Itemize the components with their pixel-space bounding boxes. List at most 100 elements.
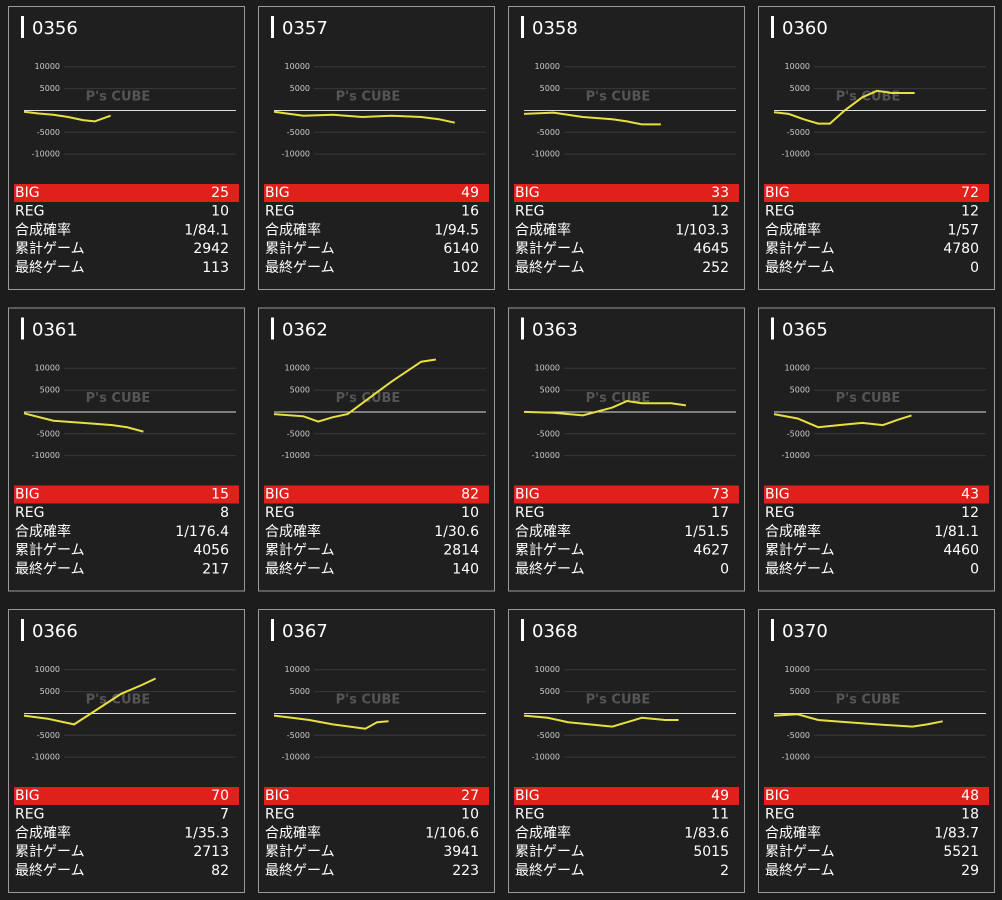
stat-value: 82 <box>211 863 229 879</box>
stat-value: 1/51.5 <box>684 524 729 540</box>
y-tick-label: -5000 <box>37 731 60 740</box>
y-tick-label: -5000 <box>537 128 560 137</box>
stat-label: BIG <box>765 185 790 201</box>
machine-panel: 0361 P's CUBE 10000 5000 -5000 -10000 BIG 15 REG… <box>8 307 245 592</box>
watermark: P's CUBE <box>336 693 401 708</box>
machine-panel: 0365 P's CUBE 10000 5000 -5000 -10000 BIG 43 REG… <box>758 307 995 592</box>
stat-value: 1/103.3 <box>675 222 729 238</box>
data-line <box>273 714 389 730</box>
title-bar <box>521 619 524 641</box>
stat-label: 合成確率 <box>515 824 571 841</box>
stat-label: 累計ゲーム <box>15 543 85 559</box>
stat-value: 5521 <box>943 844 979 860</box>
watermark: P's CUBE <box>586 90 651 105</box>
stat-value: 102 <box>452 260 479 276</box>
stat-value: 10 <box>461 505 479 521</box>
data-line <box>773 413 912 429</box>
stat-label: 最終ゲーム <box>515 561 585 577</box>
stat-label: 合成確率 <box>765 824 821 841</box>
stat-label: BIG <box>515 487 540 503</box>
machine-number: 0368 <box>532 621 578 642</box>
y-tick-label: -5000 <box>787 429 810 438</box>
y-tick-label: -10000 <box>782 451 810 460</box>
y-tick-label: 5000 <box>40 687 60 696</box>
watermark: P's CUBE <box>86 90 151 105</box>
stat-label: 最終ゲーム <box>765 260 835 276</box>
machine-number: 0366 <box>32 621 78 642</box>
y-tick-label: -5000 <box>37 429 60 438</box>
stat-label: REG <box>15 505 44 521</box>
stat-value: 1/57 <box>948 222 979 238</box>
data-line <box>523 714 679 728</box>
stat-label: 最終ゲーム <box>265 863 335 879</box>
stat-value: 10 <box>211 204 229 220</box>
y-tick-label: 10000 <box>785 665 810 674</box>
stat-label: 累計ゲーム <box>15 844 85 860</box>
stat-label: 累計ゲーム <box>515 844 585 860</box>
machine-number: 0356 <box>32 18 78 39</box>
y-tick-label: 10000 <box>535 62 560 71</box>
big-highlight <box>264 787 489 805</box>
y-tick-label: -5000 <box>787 731 810 740</box>
stat-value: 3941 <box>443 844 479 860</box>
stat-value: 29 <box>961 863 979 879</box>
stat-label: 最終ゲーム <box>15 561 85 577</box>
panel-frame <box>758 609 995 893</box>
stat-value: 4056 <box>193 543 229 559</box>
title-bar <box>271 619 274 641</box>
stat-value: 49 <box>461 185 479 201</box>
stat-label: BIG <box>265 487 290 503</box>
y-tick-label: -10000 <box>282 150 310 159</box>
y-tick-label: 5000 <box>290 386 310 395</box>
stat-value: 0 <box>970 260 979 276</box>
stat-value: 48 <box>961 788 979 804</box>
big-highlight <box>514 485 739 504</box>
y-tick-label: 10000 <box>535 364 560 373</box>
machine-panel: 0367 P's CUBE 10000 5000 -5000 -10000 BIG 27 REG… <box>258 609 495 893</box>
stat-label: BIG <box>765 788 790 804</box>
stat-label: 合成確率 <box>765 523 821 540</box>
stat-label: 累計ゲーム <box>265 241 335 257</box>
stat-value: 12 <box>711 204 729 220</box>
stat-label: REG <box>765 204 794 220</box>
stat-label: 合成確率 <box>515 523 571 540</box>
stat-label: REG <box>765 807 794 823</box>
stat-value: 252 <box>702 260 729 276</box>
y-tick-label: -5000 <box>287 128 310 137</box>
stat-label: 累計ゲーム <box>765 844 835 860</box>
y-tick-label: 10000 <box>35 364 60 373</box>
machine-number: 0367 <box>282 621 328 642</box>
stat-label: 最終ゲーム <box>15 863 85 879</box>
title-bar <box>771 16 774 38</box>
stat-label: BIG <box>265 185 290 201</box>
big-highlight <box>14 787 239 805</box>
stat-label: 累計ゲーム <box>515 241 585 257</box>
stat-value: 73 <box>711 487 729 503</box>
title-bar <box>521 317 524 340</box>
stat-label: 合成確率 <box>265 221 321 238</box>
stat-label: REG <box>15 204 44 220</box>
machine-number: 0361 <box>32 320 78 341</box>
stat-value: 16 <box>461 204 479 220</box>
title-bar <box>271 317 274 340</box>
y-tick-label: 5000 <box>540 386 560 395</box>
stat-value: 5015 <box>693 844 729 860</box>
machine-number: 0365 <box>782 320 828 341</box>
stat-value: 27 <box>461 788 479 804</box>
y-tick-label: -10000 <box>532 451 560 460</box>
stat-value: 1/84.1 <box>184 222 229 238</box>
stat-label: REG <box>265 204 294 220</box>
panel-frame <box>258 609 495 893</box>
data-line <box>773 89 915 125</box>
big-highlight <box>764 485 989 504</box>
stat-value: 1/106.6 <box>425 825 479 841</box>
y-tick-label: -5000 <box>287 731 310 740</box>
y-tick-label: -10000 <box>782 150 810 159</box>
watermark: P's CUBE <box>836 391 901 406</box>
y-tick-label: 5000 <box>40 386 60 395</box>
watermark: P's CUBE <box>586 693 651 708</box>
machine-panel: 0356 P's CUBE 10000 5000 -5000 -10000 BIG 25 REG… <box>8 6 245 290</box>
stat-value: 8 <box>220 505 229 521</box>
stat-value: 2713 <box>193 844 229 860</box>
y-tick-label: 10000 <box>535 665 560 674</box>
